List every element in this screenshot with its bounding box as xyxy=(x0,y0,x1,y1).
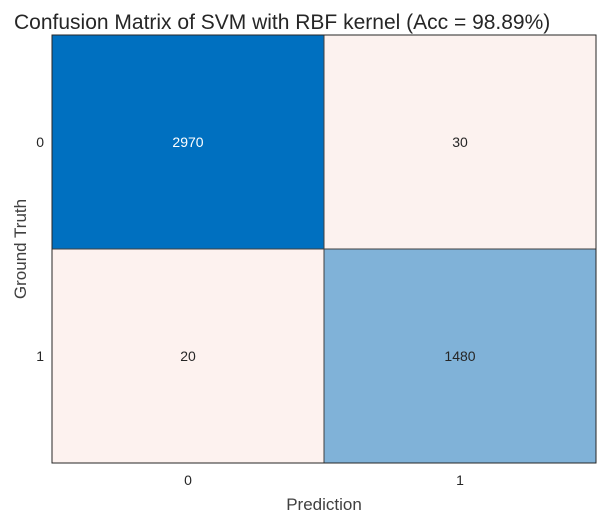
matrix-cell-r1-c1 xyxy=(323,248,597,464)
cell-value-label-r1-c1: 1480 xyxy=(444,348,475,364)
x-axis-label: Prediction xyxy=(286,495,362,514)
matrix-cells xyxy=(51,34,597,464)
y-axis-label: Ground Truth xyxy=(11,199,30,299)
plot-frame xyxy=(51,34,597,464)
chart-title: Confusion Matrix of SVM with RBF kernel … xyxy=(14,11,550,34)
cell-value-label-r0-c1: 30 xyxy=(452,134,468,150)
x-tick-label-1: 1 xyxy=(456,472,464,488)
matrix-cell-r1-c0 xyxy=(51,248,325,464)
cell-value-label-r0-c0: 2970 xyxy=(172,134,203,150)
y-tick-label-0: 0 xyxy=(36,134,44,150)
y-axis-ticks: 01 xyxy=(36,134,44,364)
matrix-cell-r0-c1 xyxy=(323,34,597,250)
y-tick-label-1: 1 xyxy=(36,348,44,364)
x-tick-label-0: 0 xyxy=(184,472,192,488)
matrix-cell-r0-c0 xyxy=(51,34,325,250)
cell-value-label-r1-c0: 20 xyxy=(180,348,196,364)
matrix-cell-labels: 2970 30 20 1480 xyxy=(172,134,475,364)
